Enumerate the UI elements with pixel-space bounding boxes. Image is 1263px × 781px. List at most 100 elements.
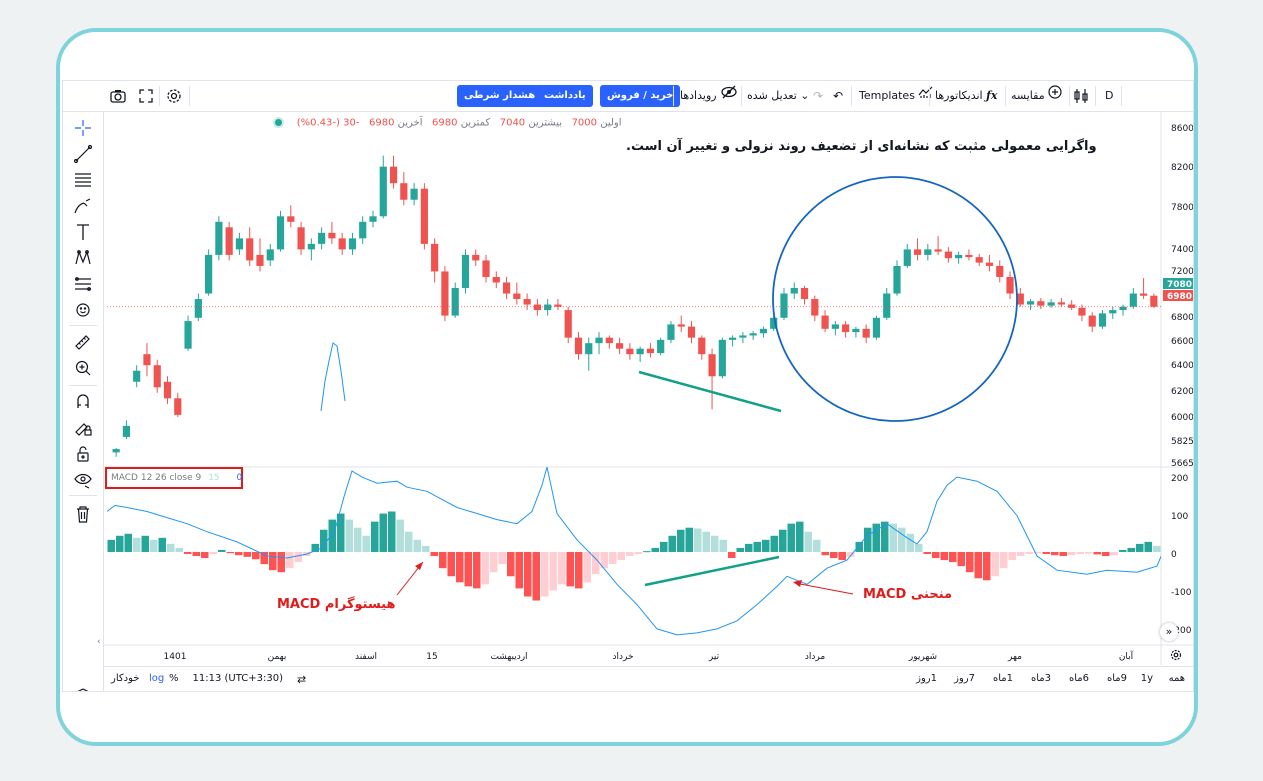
collapse-handle-icon[interactable]: ‹ (97, 637, 101, 647)
settings-gear-icon[interactable] (165, 87, 183, 105)
unlock-icon[interactable] (71, 443, 95, 465)
undo-icon[interactable]: ↶ (833, 89, 844, 103)
histogram-bar (770, 535, 778, 552)
histogram-bar (1136, 543, 1144, 552)
range-همه[interactable]: همه (1168, 673, 1185, 684)
candle-body (770, 317, 778, 329)
range-3ماه[interactable]: 3ماه (1030, 673, 1051, 684)
adjusted-dropdown[interactable]: ⌄ تعدیل شده (747, 85, 810, 107)
macd-curve-annotation: منحنی MACD (863, 587, 953, 602)
candle-body (985, 262, 994, 266)
conditional-alert-button[interactable]: هشدار شرطی (457, 85, 543, 107)
candle-body (256, 254, 264, 266)
log-toggle[interactable]: log (149, 673, 165, 684)
magnet-icon[interactable] (71, 391, 95, 413)
range-1y[interactable]: 1y (1140, 673, 1153, 684)
histogram-bar (1042, 551, 1050, 554)
candle-body (677, 324, 685, 327)
candle-body (913, 249, 922, 255)
percent-toggle[interactable]: % (169, 673, 179, 684)
note-button[interactable]: یادداشت (537, 85, 593, 107)
candle-body (492, 276, 500, 283)
candle-body (585, 343, 593, 355)
histogram-bar (711, 535, 719, 552)
histogram-bar (1008, 551, 1016, 561)
scroll-to-latest-button[interactable]: » (1160, 623, 1178, 641)
histogram-bar (1144, 541, 1152, 552)
range-7روز[interactable]: 7روز (954, 673, 975, 684)
brush-icon[interactable] (71, 195, 95, 217)
macd-line (107, 467, 1161, 636)
histogram-bar (1093, 551, 1101, 555)
macd-divergence-line (644, 555, 780, 587)
auto-toggle[interactable]: خودکار (111, 673, 140, 684)
zoom-in-icon[interactable] (71, 357, 95, 379)
price-chart[interactable]: 8600 8200 7800 7400 7200 6800 6600 6400 6200 6000… (63, 81, 1193, 692)
candle-body (975, 257, 983, 263)
histogram-bar (422, 545, 430, 552)
histogram-bar (906, 533, 914, 552)
histogram-bar (1059, 551, 1067, 557)
last-value: 6980 (368, 117, 395, 129)
histogram-bar (141, 535, 149, 552)
candle-body (739, 335, 747, 338)
camera-icon[interactable] (109, 87, 127, 105)
low-label: کمترین (460, 117, 491, 129)
histogram-bar (719, 539, 727, 552)
candle-body (626, 348, 634, 355)
range-6ماه[interactable]: 6ماه (1068, 673, 1089, 684)
interval-button[interactable]: D (1105, 89, 1114, 102)
horizontal-lines-icon[interactable] (71, 169, 95, 191)
events-button[interactable]: رویدادها (680, 85, 738, 107)
pattern-icon[interactable] (71, 247, 95, 269)
trend-line-icon[interactable] (71, 143, 95, 165)
time-tick-label: مرداد (805, 652, 825, 662)
redo-icon[interactable]: ↷ (813, 89, 824, 103)
histogram-bar (260, 551, 268, 565)
candle-body (811, 299, 819, 316)
ruler-icon[interactable] (71, 331, 95, 353)
buy-sell-button[interactable]: خرید / فروش (600, 85, 681, 107)
crosshair-icon[interactable] (71, 117, 95, 139)
candle-body (318, 232, 326, 244)
indicators-button[interactable]: ƒx اندیکاتورها (935, 85, 997, 107)
fullscreen-icon[interactable] (137, 87, 155, 105)
macd-indicator-label[interactable]: MACD 12 26 close 9 15 0 (105, 467, 243, 489)
histogram-bar (949, 551, 957, 563)
histogram-bar (898, 527, 906, 552)
histogram-bar (388, 511, 396, 552)
prediction-icon[interactable] (71, 273, 95, 295)
clock-timezone[interactable]: 11:13 (UTC+3:30) (192, 673, 283, 684)
candle-body (1098, 313, 1107, 327)
histogram-bar (736, 547, 744, 552)
eye-icon[interactable] (71, 469, 95, 491)
range-1ماه[interactable]: 1ماه (992, 673, 1013, 684)
text-tool-icon[interactable] (71, 221, 95, 243)
candle-body (708, 354, 716, 377)
separator (929, 86, 930, 106)
histogram-bar (286, 551, 294, 569)
emoji-icon[interactable] (71, 299, 95, 321)
separator (1005, 86, 1006, 106)
change-value: -30 (-0.43%) (296, 117, 360, 129)
compare-button[interactable]: مقایسه (1011, 85, 1062, 107)
histogram-bar (1034, 551, 1042, 554)
histogram-bar (192, 551, 200, 557)
histogram-bar (201, 551, 209, 559)
range-1روز[interactable]: 1روز (916, 673, 937, 684)
time-tick-label: اسفند (355, 652, 377, 662)
goto-date-icon[interactable]: ⇄ (297, 673, 307, 686)
candle-body (955, 254, 963, 259)
candle-body (502, 282, 511, 294)
range-9ماه[interactable]: 9ماه (1106, 673, 1127, 684)
price-tick-label: 6400 (1171, 361, 1193, 371)
lock-drawing-icon[interactable] (71, 417, 95, 439)
candle-body (297, 227, 305, 250)
histogram-bar (524, 551, 532, 597)
histogram-bar (872, 523, 880, 552)
candles-icon[interactable] (1073, 87, 1089, 108)
trash-icon[interactable] (71, 503, 95, 525)
candle-body (862, 328, 870, 338)
curve-arrow-line (794, 582, 854, 595)
axis-settings-gear-icon[interactable] (1169, 648, 1183, 665)
